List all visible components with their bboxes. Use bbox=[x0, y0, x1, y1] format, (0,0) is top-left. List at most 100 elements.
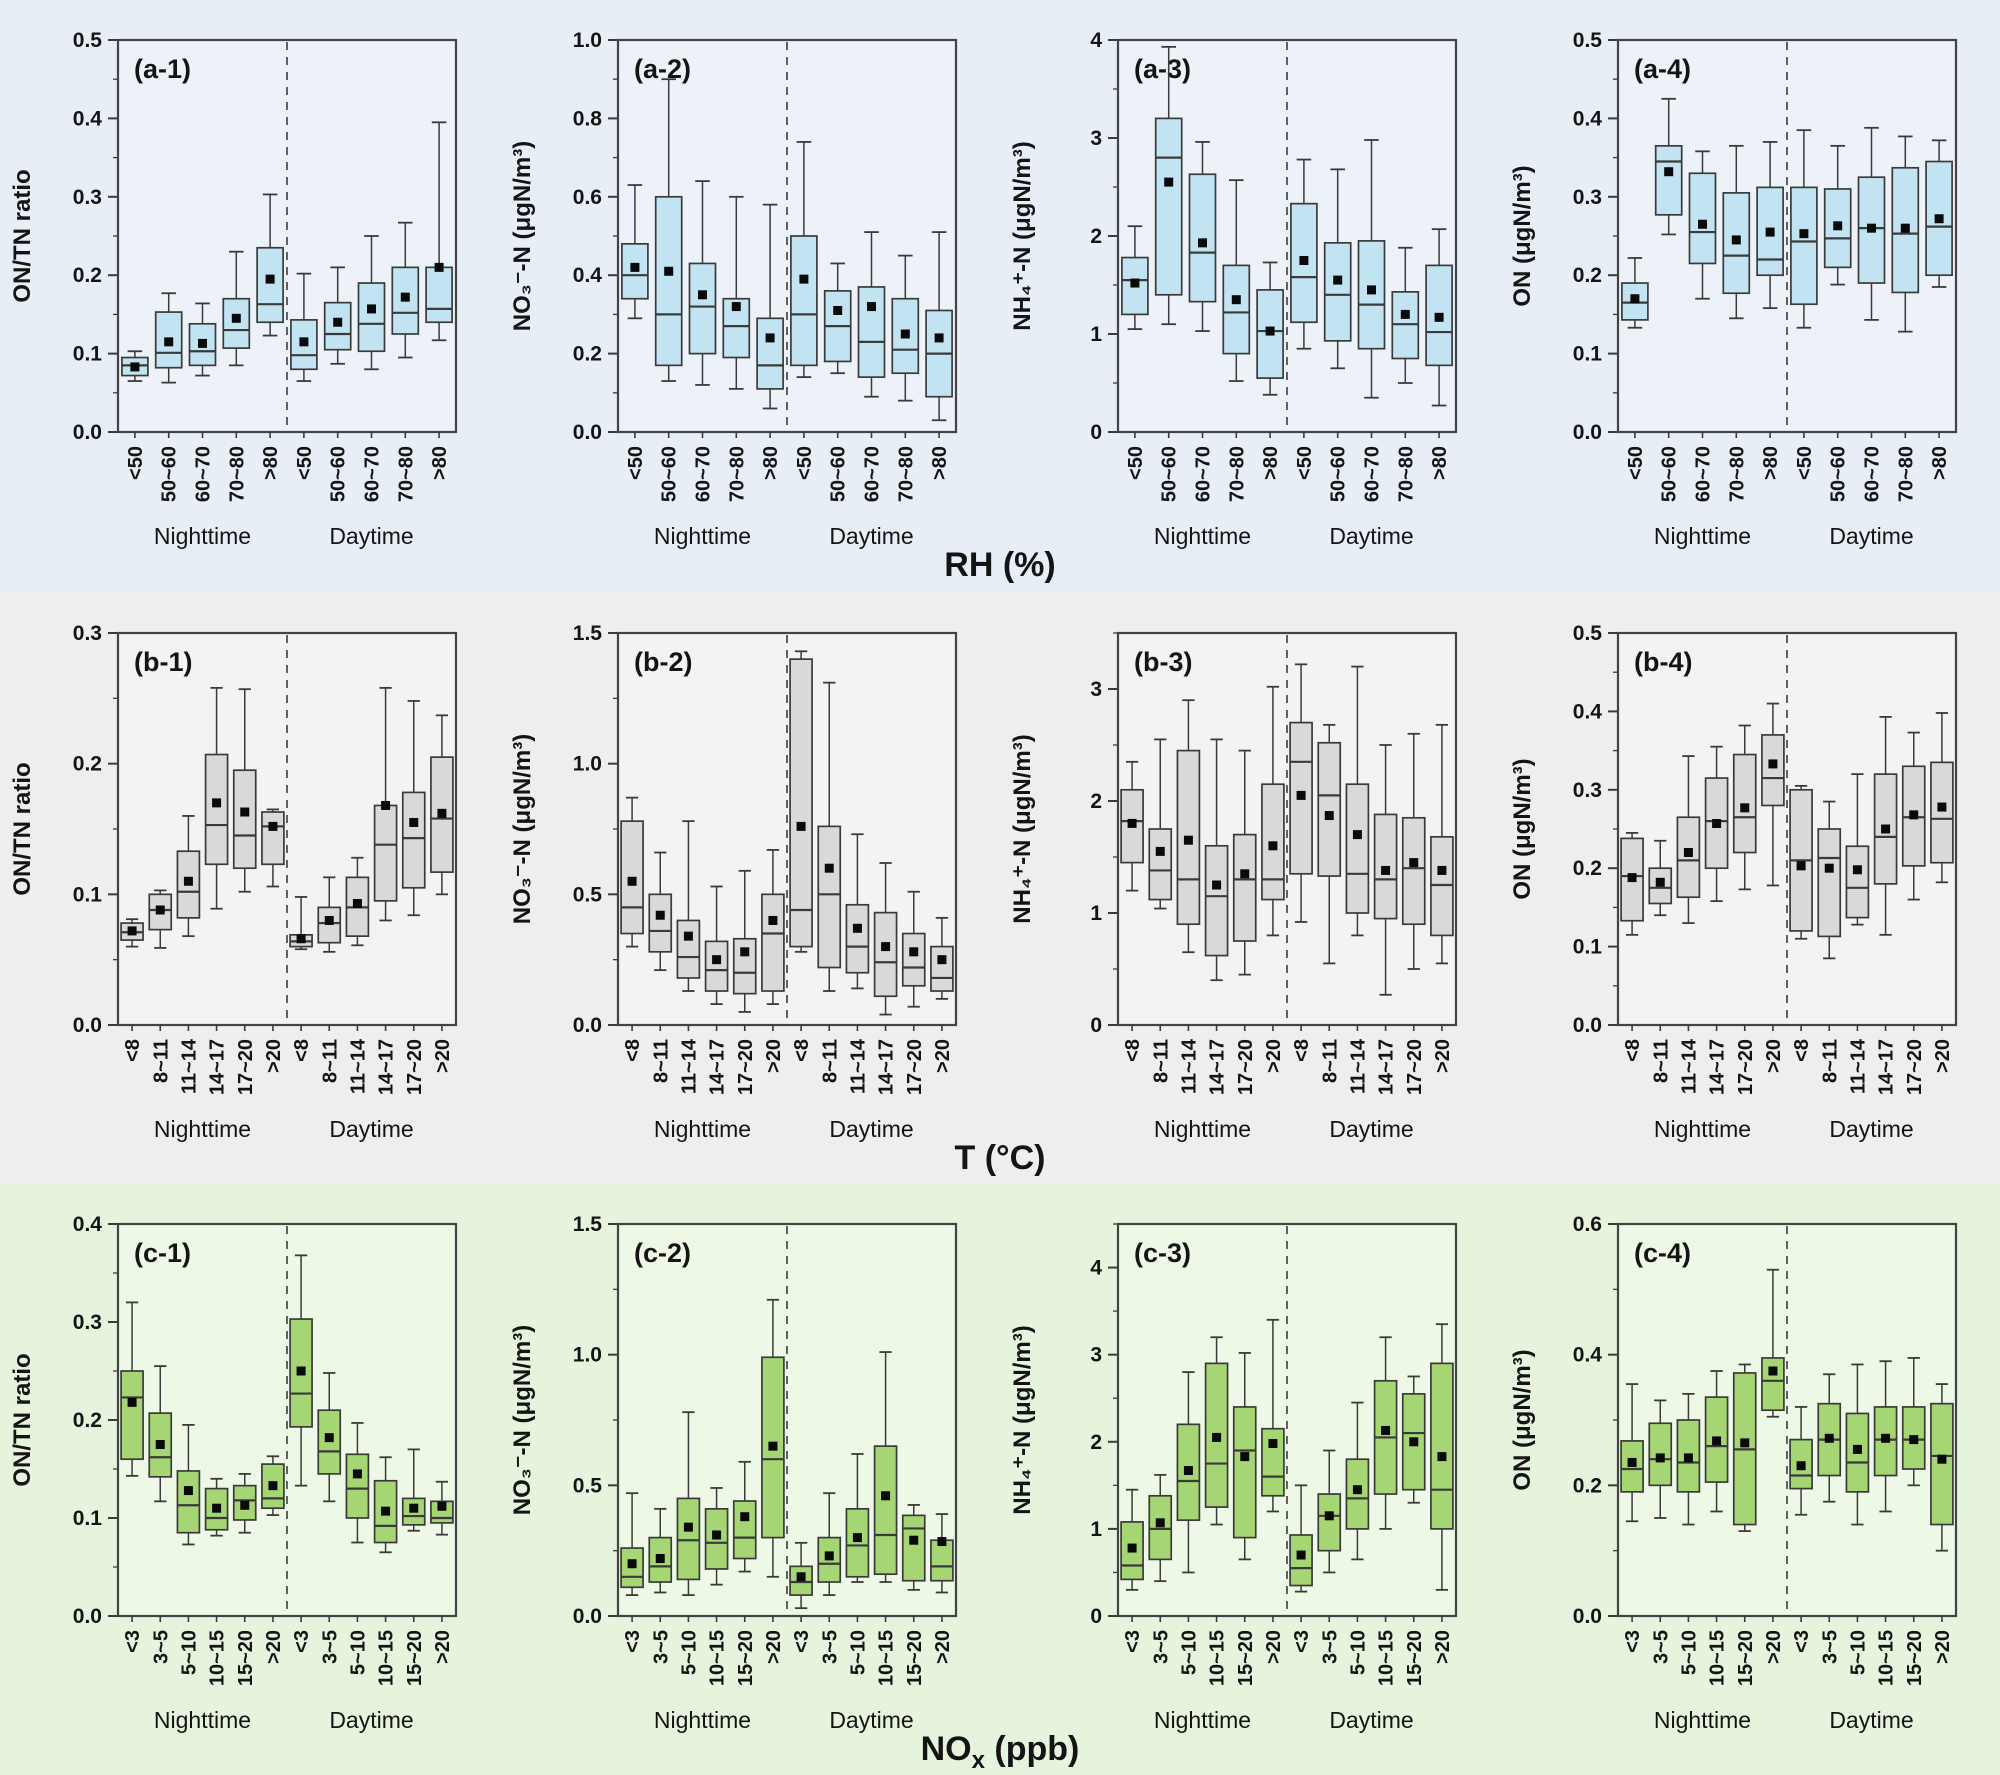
y-tick-label: 0.3 bbox=[1573, 186, 1602, 209]
mean-square-marker bbox=[1796, 861, 1806, 871]
mean-square-marker bbox=[1409, 1437, 1419, 1447]
mean-square-marker bbox=[1934, 214, 1944, 224]
mean-square-marker bbox=[1683, 848, 1693, 858]
box-night-60~70 bbox=[188, 302, 217, 377]
box-night-15~20 bbox=[1232, 1352, 1257, 1561]
x-tick-label: 17~20 bbox=[904, 1039, 926, 1095]
x-axis-title-prefix: NO bbox=[920, 1730, 972, 1768]
panel-tag: (b-1) bbox=[134, 647, 192, 677]
mean-square-marker bbox=[1698, 219, 1707, 229]
box-day-17~20 bbox=[901, 890, 926, 1008]
plot-frame bbox=[616, 1222, 958, 1618]
row-a-panels: 0.0 0.1 0.2 0.3 0.4 0.5 (a-1) <50 50~60 60~70 70~8… bbox=[0, 0, 2000, 556]
mean-square-marker bbox=[881, 1491, 891, 1501]
iqr-box bbox=[373, 804, 398, 902]
mean-square-marker bbox=[712, 1530, 722, 1540]
mean-square-marker bbox=[352, 1469, 362, 1479]
group-label: Daytime bbox=[329, 1707, 413, 1733]
box-day->80 bbox=[1925, 139, 1953, 288]
x-tick-label: 14~17 bbox=[376, 1039, 398, 1095]
mean-square-marker bbox=[852, 1533, 862, 1543]
y-axis-label: NH₄⁺-N (μgN/m³) bbox=[1009, 1325, 1036, 1514]
mean-square-marker bbox=[712, 955, 722, 965]
group-label: Nighttime bbox=[654, 523, 751, 549]
mean-square-marker bbox=[1799, 229, 1809, 239]
y-tick-label: 1.0 bbox=[573, 29, 602, 52]
mean-square-marker bbox=[1352, 1485, 1362, 1495]
box-night-11~14 bbox=[1676, 755, 1701, 924]
mean-square-marker bbox=[655, 910, 665, 920]
x-tick-label: 3~5 bbox=[150, 1630, 172, 1664]
box-night->80 bbox=[256, 193, 284, 337]
x-tick-label: 3~5 bbox=[650, 1630, 672, 1664]
x-tick-label: <8 bbox=[1791, 1039, 1813, 1062]
mean-square-marker bbox=[1381, 865, 1391, 875]
x-tick-label: 15~20 bbox=[904, 1630, 926, 1686]
mean-square-marker bbox=[127, 1397, 137, 1407]
x-tick-label: >20 bbox=[1432, 1039, 1454, 1073]
box-day-10~15 bbox=[373, 1456, 398, 1554]
box-night-60~70 bbox=[1688, 150, 1717, 300]
box-night-8~11 bbox=[648, 851, 673, 972]
x-tick-label: 60~70 bbox=[1693, 446, 1715, 502]
x-tick-label: 60~70 bbox=[193, 446, 215, 502]
mean-square-marker bbox=[1881, 1433, 1891, 1443]
mean-square-marker bbox=[164, 337, 174, 347]
y-tick-label: 3 bbox=[1090, 678, 1102, 701]
x-tick-label: 11~14 bbox=[847, 1038, 869, 1094]
group-label: Daytime bbox=[1329, 1707, 1413, 1733]
iqr-box bbox=[732, 1500, 757, 1560]
box-day-50~60 bbox=[1823, 144, 1852, 286]
group-label: Daytime bbox=[829, 523, 913, 549]
box-day-5~10 bbox=[345, 1422, 370, 1544]
iqr-box bbox=[425, 266, 453, 324]
y-tick-label: 0.8 bbox=[573, 107, 603, 130]
iqr-box bbox=[648, 893, 673, 953]
x-tick-label: >20 bbox=[1932, 1039, 1954, 1073]
x-tick-label: 8~11 bbox=[319, 1039, 341, 1083]
x-tick-label: 10~15 bbox=[1707, 1630, 1729, 1686]
iqr-box bbox=[1845, 845, 1870, 919]
group-label: Nighttime bbox=[1654, 1116, 1751, 1142]
iqr-box bbox=[930, 1539, 954, 1582]
group-label: Daytime bbox=[829, 1707, 913, 1733]
x-tick-label: 11~14 bbox=[678, 1038, 700, 1094]
mean-square-marker bbox=[1768, 1366, 1778, 1376]
mean-square-marker bbox=[796, 1572, 806, 1582]
group-label: Nighttime bbox=[1654, 1707, 1751, 1733]
x-axis-title-suffix: (°C) bbox=[975, 1139, 1046, 1177]
box-day-11~14 bbox=[845, 833, 870, 990]
mean-square-marker bbox=[1655, 1453, 1665, 1463]
box-night-50~60 bbox=[1654, 97, 1683, 236]
box-night-14~17 bbox=[1204, 738, 1229, 982]
mean-square-marker bbox=[409, 1503, 419, 1513]
mean-square-marker bbox=[240, 1500, 250, 1510]
iqr-box bbox=[1222, 264, 1251, 355]
box-night-8~11 bbox=[148, 889, 173, 949]
iqr-box bbox=[654, 195, 683, 367]
x-tick-label: 60~70 bbox=[1362, 446, 1384, 502]
group-label: Daytime bbox=[329, 523, 413, 549]
iqr-box bbox=[756, 317, 784, 390]
mean-square-marker bbox=[198, 338, 207, 348]
mean-square-marker bbox=[437, 808, 447, 818]
group-label: Daytime bbox=[1329, 523, 1413, 549]
x-tick-label: <3 bbox=[791, 1630, 813, 1653]
mean-square-marker bbox=[1630, 294, 1640, 304]
panel-tag: (a-4) bbox=[1634, 54, 1691, 84]
box-day-<50 bbox=[1790, 129, 1818, 329]
box-night-<50 bbox=[621, 184, 649, 320]
mean-square-marker bbox=[1324, 811, 1334, 821]
mean-square-marker bbox=[1265, 326, 1275, 336]
box-day-60~70 bbox=[857, 231, 886, 398]
box-night->80 bbox=[1256, 261, 1284, 396]
iqr-box bbox=[676, 1497, 701, 1581]
y-tick-label: 0.0 bbox=[73, 1605, 102, 1628]
box-day-70~80 bbox=[1891, 135, 1920, 333]
x-tick-label: 50~60 bbox=[1328, 446, 1350, 502]
mean-square-marker bbox=[299, 337, 309, 347]
y-tick-label: 2 bbox=[1090, 1431, 1102, 1454]
x-tick-label: <50 bbox=[1794, 446, 1816, 480]
box-night-11~14 bbox=[1176, 699, 1201, 954]
mean-square-marker bbox=[768, 1441, 778, 1451]
